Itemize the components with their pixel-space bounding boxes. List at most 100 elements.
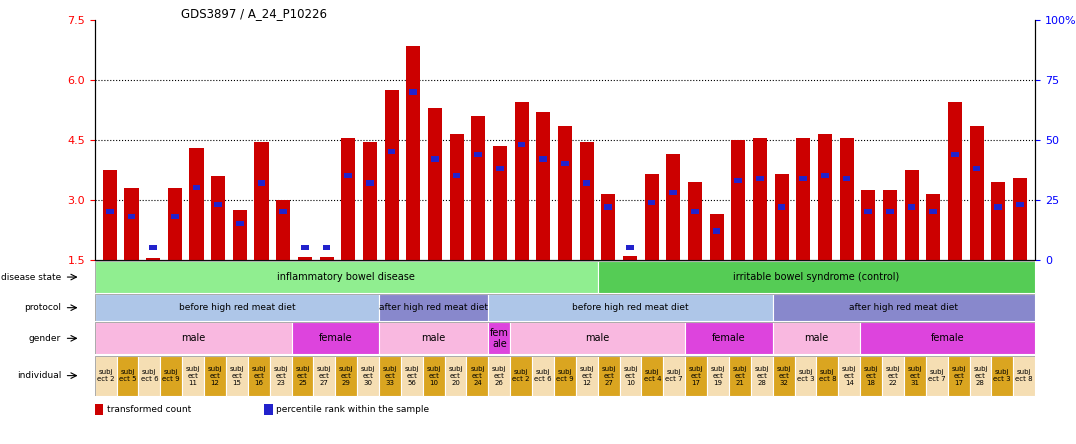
Bar [778, 204, 785, 210]
Bar [688, 182, 702, 260]
Bar [1016, 202, 1024, 207]
Bar [168, 188, 182, 260]
Bar [626, 245, 634, 250]
Text: subj
ect
18: subj ect 18 [864, 365, 878, 386]
Bar [150, 245, 157, 250]
Bar [298, 257, 312, 260]
Bar [406, 46, 421, 260]
Bar [753, 138, 767, 260]
Bar [431, 156, 439, 162]
Text: subj
ect
21: subj ect 21 [733, 365, 747, 386]
Text: irritable bowel syndrome (control): irritable bowel syndrome (control) [733, 272, 900, 282]
Bar [817, 356, 838, 396]
Bar [557, 126, 572, 260]
Text: protocol: protocol [24, 303, 61, 312]
Bar [471, 116, 485, 260]
Text: individual: individual [17, 371, 61, 380]
Text: subj
ect
26: subj ect 26 [492, 365, 507, 386]
Text: subj
ect 7: subj ect 7 [665, 369, 683, 382]
Bar [226, 356, 247, 396]
Bar [685, 356, 707, 396]
Bar [467, 356, 489, 396]
Text: subj
ect
32: subj ect 32 [777, 365, 791, 386]
Text: subj
ect 7: subj ect 7 [928, 369, 946, 382]
Bar [193, 185, 200, 190]
Bar [707, 356, 728, 396]
Bar [357, 356, 379, 396]
Bar [103, 170, 117, 260]
Text: before high red meat diet: before high red meat diet [179, 303, 295, 312]
Bar [623, 256, 637, 260]
Bar [95, 294, 379, 321]
Bar [379, 322, 489, 354]
Text: subj
ect
17: subj ect 17 [689, 365, 704, 386]
Bar [641, 356, 663, 396]
Bar [1013, 178, 1027, 260]
Text: subj
ect
17: subj ect 17 [951, 365, 966, 386]
Text: subj
ect
23: subj ect 23 [273, 365, 288, 386]
Bar [905, 170, 919, 260]
Bar [728, 356, 751, 396]
Bar [576, 356, 597, 396]
Bar [925, 356, 948, 396]
Bar [533, 356, 554, 396]
Bar [886, 209, 894, 214]
Bar [247, 356, 270, 396]
Text: after high red meat diet: after high red meat diet [849, 303, 959, 312]
Text: subj
ect
28: subj ect 28 [973, 365, 988, 386]
Text: subj
ect
15: subj ect 15 [229, 365, 244, 386]
Bar [735, 178, 742, 183]
Bar [951, 152, 959, 157]
Bar [991, 356, 1014, 396]
Bar [597, 261, 1035, 293]
Text: subj
ect
10: subj ect 10 [426, 365, 441, 386]
Bar [95, 404, 103, 415]
Text: subj
ect 9: subj ect 9 [556, 369, 574, 382]
Bar [146, 258, 160, 260]
Bar [818, 134, 832, 260]
Text: subj
ect
16: subj ect 16 [252, 365, 266, 386]
Text: subj
ect 9: subj ect 9 [162, 369, 180, 382]
Bar [539, 156, 547, 162]
Text: subj
ect 4: subj ect 4 [643, 369, 661, 382]
Bar [709, 214, 724, 260]
Bar [821, 173, 829, 178]
Bar [948, 102, 962, 260]
Bar [994, 204, 1002, 210]
Bar [904, 356, 925, 396]
Text: GDS3897 / A_24_P10226: GDS3897 / A_24_P10226 [181, 7, 327, 20]
Bar [510, 322, 685, 354]
Bar [554, 356, 576, 396]
Bar [969, 126, 983, 260]
Text: before high red meat diet: before high red meat diet [572, 303, 689, 312]
Bar [496, 166, 504, 171]
Bar [475, 152, 482, 157]
Bar [839, 138, 853, 260]
Text: subj
ect 3: subj ect 3 [796, 369, 815, 382]
Text: male: male [422, 333, 445, 343]
Bar [280, 209, 287, 214]
Bar [930, 209, 937, 214]
Bar [620, 356, 641, 396]
Text: subj
ect
30: subj ect 30 [360, 365, 376, 386]
Bar [861, 190, 875, 260]
Bar [366, 180, 373, 186]
Bar [605, 204, 612, 210]
Bar [732, 140, 746, 260]
Text: female: female [931, 333, 964, 343]
Bar [666, 154, 680, 260]
Bar [189, 148, 203, 260]
Bar [773, 322, 860, 354]
Bar [336, 356, 357, 396]
Bar [236, 221, 244, 226]
Bar [669, 190, 677, 195]
Bar [171, 214, 179, 219]
Bar [160, 356, 182, 396]
Text: subj
ect 2: subj ect 2 [97, 369, 114, 382]
Bar [204, 356, 226, 396]
Bar [116, 356, 139, 396]
Bar [105, 209, 114, 214]
Bar [270, 356, 292, 396]
Bar [384, 90, 398, 260]
Text: male: male [181, 333, 206, 343]
